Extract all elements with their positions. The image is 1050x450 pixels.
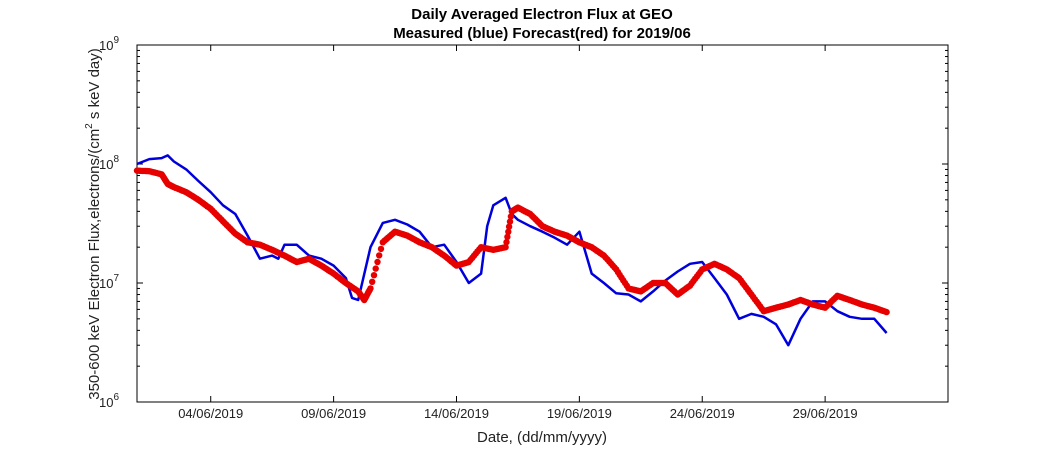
y-axis-label-end: s keV day) [86, 48, 103, 123]
forecast-point [374, 258, 381, 266]
forecast-point [367, 285, 374, 292]
forecast-point [505, 228, 512, 235]
chart-title: Daily Averaged Electron Flux at GEO [411, 6, 673, 23]
x-tick-label: 24/06/2019 [670, 406, 735, 421]
plot-area-frame [136, 44, 949, 403]
x-tick-label: 19/06/2019 [547, 406, 612, 421]
y-tick-base: 10 [99, 38, 113, 53]
y-tick-exponent: 8 [113, 154, 119, 165]
forecast-point [507, 213, 515, 220]
forecast-point [369, 278, 376, 285]
x-tick-label: 14/06/2019 [424, 406, 489, 421]
forecast-point [372, 265, 379, 272]
y-tick-exponent: 7 [113, 273, 119, 284]
y-tick-base: 10 [99, 395, 113, 410]
series-line-measured [136, 154, 888, 347]
forecast-point [503, 238, 510, 246]
x-tick-label: 04/06/2019 [178, 406, 243, 421]
forecast-point [377, 245, 385, 253]
chart-subtitle: Measured (blue) Forecast(red) for 2019/0… [393, 25, 691, 42]
y-tick-base: 10 [99, 157, 113, 172]
y-axis-label-superscript: 2 [84, 123, 95, 129]
y-tick-exponent: 6 [113, 392, 119, 403]
forecast-point [506, 218, 514, 225]
y-axis-label-main: 350-600 keV Electron Flux,electrons/(cm [86, 129, 103, 400]
x-tick-label: 09/06/2019 [301, 406, 366, 421]
forecast-point [504, 233, 511, 241]
series-layer [133, 154, 890, 347]
series-forecast [133, 167, 890, 316]
y-tick-label: 108 [99, 154, 119, 172]
forecast-point [502, 244, 509, 251]
y-axis-label: 350-600 keV Electron Flux,electrons/(cm2… [84, 48, 103, 400]
forecast-point [370, 272, 378, 279]
forecast-point [883, 308, 890, 316]
x-axis-ticks: 04/06/2019 09/06/2019 14/06/2019 19/06/2019… [178, 45, 858, 421]
x-axis-label: Date, (dd/mm/yyyy) [477, 429, 607, 446]
x-tick-label: 29/06/2019 [793, 406, 858, 421]
y-tick-label: 109 [99, 35, 119, 53]
y-tick-label: 107 [99, 273, 119, 291]
forecast-point [505, 223, 513, 230]
y-tick-exponent: 9 [113, 35, 119, 46]
y-tick-label: 106 [99, 392, 119, 410]
y-tick-base: 10 [99, 276, 113, 291]
forecast-point [376, 252, 383, 259]
